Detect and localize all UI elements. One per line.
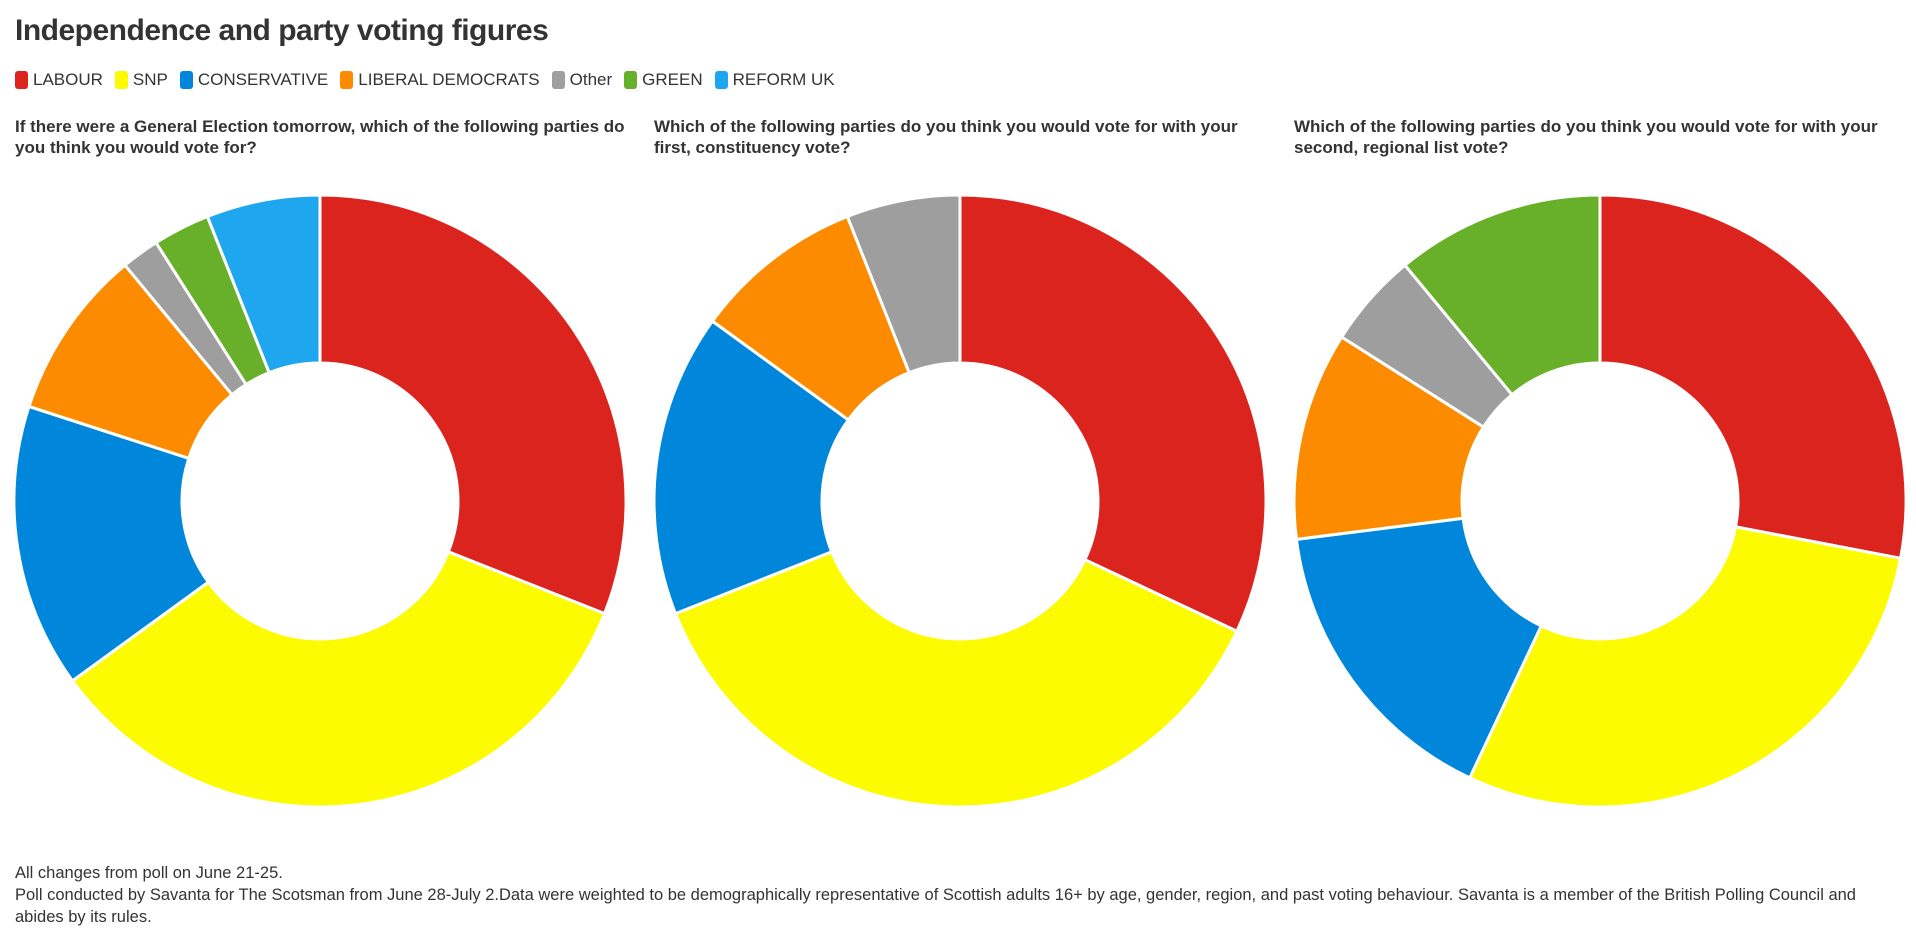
footnote: All changes from poll on June 21-25. Pol… (15, 862, 1895, 928)
donut-slice-labour[interactable] (1598, 193, 1908, 560)
chart-title: Independence and party voting figures (15, 14, 549, 47)
legend-swatch (114, 71, 128, 89)
legend-swatch (179, 71, 193, 89)
legend-item-labour[interactable]: LABOUR (15, 70, 103, 90)
donut-slice-conservative[interactable] (1294, 516, 1543, 780)
legend-label: CONSERVATIVE (197, 70, 329, 89)
footnote-line-2: Poll conducted by Savanta for The Scotsm… (15, 886, 1856, 926)
donut-slice-labour[interactable] (318, 193, 628, 616)
chart-1-title: If there were a General Election tomorro… (15, 117, 625, 157)
donut-slice-snp[interactable] (1468, 525, 1903, 809)
donut-slice-snp[interactable] (673, 550, 1239, 809)
legend-label: GREEN (642, 70, 703, 89)
legend-label: Other (569, 70, 613, 89)
legend-swatch (551, 71, 565, 89)
donut-slice-reform-uk[interactable] (205, 193, 322, 375)
legend-swatch (624, 71, 638, 89)
donut-slice-other[interactable] (845, 193, 962, 375)
legend-swatch (340, 71, 354, 89)
donut-slice-snp[interactable] (70, 550, 607, 809)
legend-label: SNP (132, 70, 168, 89)
legend-item-snp[interactable]: SNP (114, 70, 168, 90)
legend-label: LABOUR (33, 70, 103, 89)
legend-item-other[interactable]: Other (551, 70, 613, 90)
legend-item-reform-uk[interactable]: REFORM UK (714, 70, 835, 90)
legend-item-green[interactable]: GREEN (624, 70, 703, 90)
legend-item-conservative[interactable]: CONSERVATIVE (179, 70, 329, 90)
donut-slice-conservative[interactable] (652, 319, 850, 616)
donut-slice-green[interactable] (1403, 193, 1602, 397)
legend-swatch (714, 71, 728, 89)
donut-slice-labour[interactable] (958, 193, 1268, 633)
donut-slice-liberal-democrats[interactable] (1292, 335, 1485, 541)
chart-3-title: Which of the following parties do you th… (1294, 117, 1878, 157)
legend: LABOUR SNP CONSERVATIVE LIBERAL DEMOCRAT… (15, 70, 835, 90)
donut-slice-conservative[interactable] (12, 404, 210, 683)
chart-2-title: Which of the following parties do you th… (654, 117, 1238, 157)
legend-swatch (15, 71, 28, 89)
legend-item-liberal-democrats[interactable]: LIBERAL DEMOCRATS (340, 70, 540, 90)
legend-label: LIBERAL DEMOCRATS (358, 70, 540, 89)
footnote-line-1: All changes from poll on June 21-25. (15, 864, 283, 882)
legend-label: REFORM UK (732, 70, 835, 89)
